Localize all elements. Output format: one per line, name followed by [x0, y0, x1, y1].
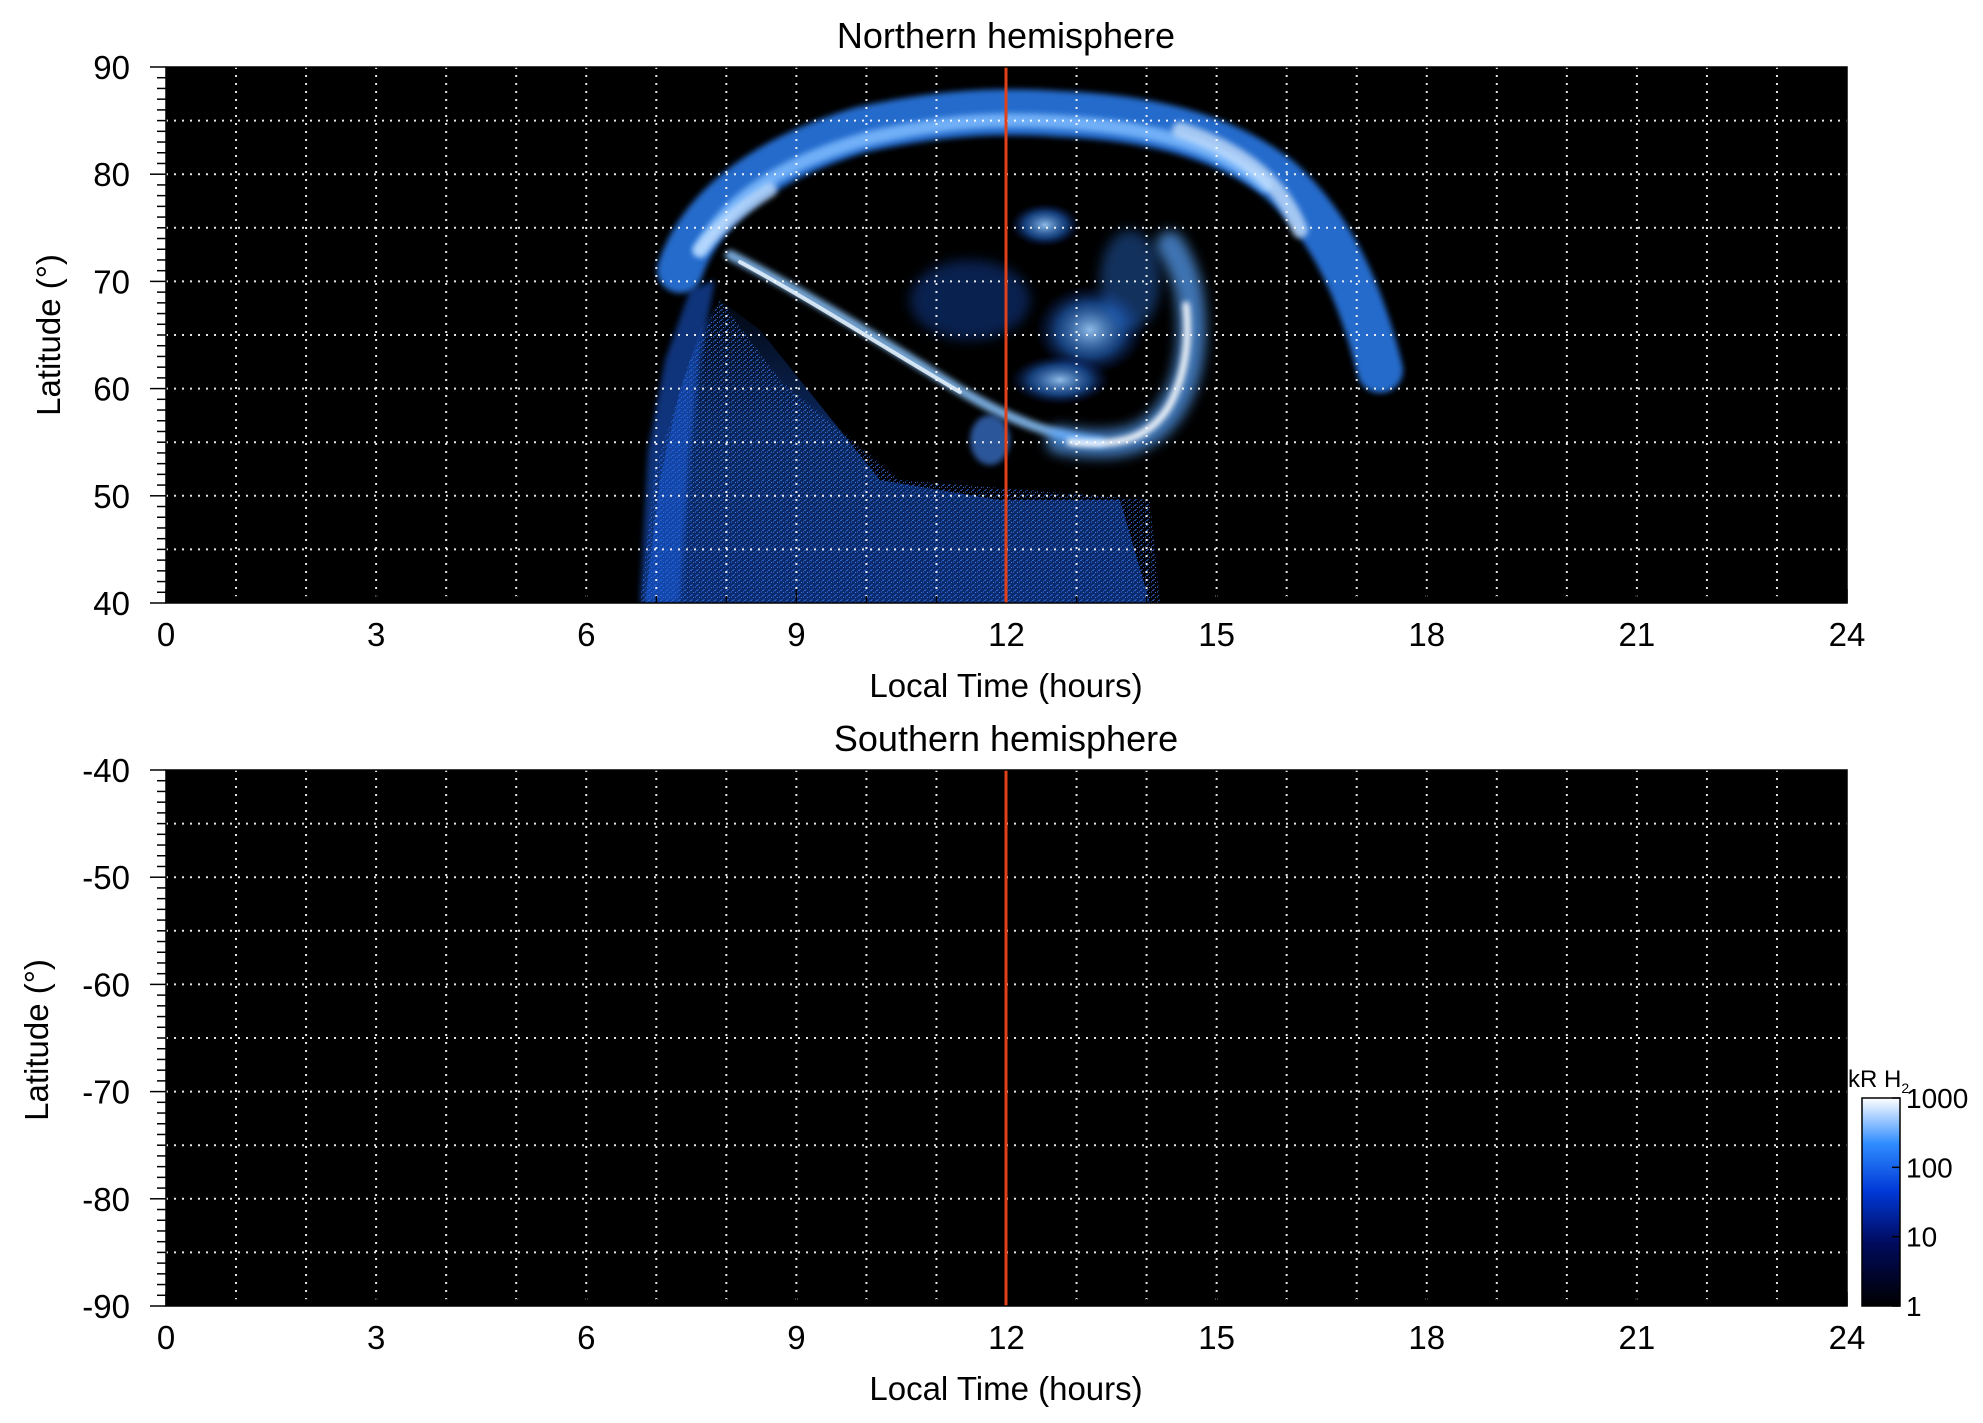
y-tick-label: -40: [82, 752, 130, 789]
y-tick-label: -60: [82, 966, 130, 1003]
southern-title: Southern hemisphere: [834, 718, 1178, 759]
y-tick-label: -50: [82, 859, 130, 896]
x-tick-label: 9: [787, 616, 805, 653]
y-tick-label: -90: [82, 1288, 130, 1325]
x-tick-label: 3: [367, 1319, 385, 1356]
x-tick-label: 0: [157, 1319, 175, 1356]
x-tick-label: 6: [577, 1319, 595, 1356]
colorbar-tick-label: 100: [1906, 1152, 1953, 1183]
y-tick-label: 60: [93, 371, 130, 408]
dawn-oval-bright: [693, 183, 777, 257]
patch-4: [910, 260, 1030, 340]
patch-1: [1010, 203, 1080, 247]
diagonal-arc: [725, 250, 1105, 447]
patch-5: [1100, 230, 1160, 330]
x-tick-label: 0: [157, 616, 175, 653]
southern-frame: [165, 769, 1848, 1307]
southern-y-axis-label: Latitude (°): [18, 959, 55, 1121]
y-tick-label: 50: [93, 478, 130, 515]
x-tick-label: 9: [787, 1319, 805, 1356]
x-tick-label: 15: [1198, 616, 1235, 653]
y-tick-label: -80: [82, 1181, 130, 1218]
southern-panel: Southern hemisphere 0 3 6 9 12 15 18 21 24 -40 -50…: [18, 718, 1865, 1407]
colorbar: kR H2 1000 100 10 1: [1848, 1066, 1968, 1322]
bright-hook-core: [1066, 301, 1191, 447]
dusk-oval-bright: [1172, 122, 1308, 238]
dawn-limb: [640, 280, 715, 603]
y-tick-label: 40: [93, 585, 130, 622]
northern-title: Northern hemisphere: [837, 15, 1175, 56]
x-tick-label: 18: [1408, 1319, 1445, 1356]
southern-ticks: 0 3 6 9 12 15 18 21 24 -40 -50 -60 -70 -80 -90: [82, 752, 1865, 1356]
x-tick-label: 15: [1198, 1319, 1235, 1356]
northern-frame: [165, 66, 1848, 604]
y-tick-label: 70: [93, 263, 130, 300]
x-tick-label: 21: [1619, 616, 1656, 653]
patch-3: [1010, 355, 1110, 405]
aurora-emission: [640, 89, 1403, 603]
x-tick-label: 12: [988, 616, 1025, 653]
dawn-noise-region: [640, 300, 1160, 603]
colorbar-tick-label: 1: [1906, 1291, 1922, 1322]
northern-panel: Northern hemisphere: [30, 15, 1865, 704]
outer-oval-arc-core: [693, 113, 1272, 257]
colorbar-tick-label: 10: [1906, 1222, 1937, 1253]
outer-oval-arc: [657, 89, 1403, 393]
northern-ticks: 0 3 6 9 12 15 18 21 24 90 80 70 60 50 40: [93, 49, 1865, 653]
x-tick-label: 12: [988, 1319, 1025, 1356]
southern-x-axis-label: Local Time (hours): [869, 1370, 1142, 1407]
y-tick-label: 80: [93, 156, 130, 193]
colorbar-tick-label: 1000: [1906, 1083, 1968, 1114]
colorbar-gradient: [1861, 1097, 1901, 1307]
x-tick-label: 21: [1619, 1319, 1656, 1356]
y-tick-label: 90: [93, 49, 130, 86]
patch-6: [970, 415, 1010, 465]
x-tick-label: 18: [1408, 616, 1445, 653]
colorbar-ticks: 1000 100 10 1: [1892, 1083, 1968, 1322]
x-tick-label: 3: [367, 616, 385, 653]
x-tick-label: 24: [1829, 1319, 1866, 1356]
colorbar-label: kR H2: [1848, 1066, 1909, 1096]
x-tick-label: 24: [1829, 616, 1866, 653]
x-tick-label: 6: [577, 616, 595, 653]
diagonal-arc-core: [738, 260, 962, 394]
y-tick-label: -70: [82, 1074, 130, 1111]
northern-x-axis-label: Local Time (hours): [869, 667, 1142, 704]
northern-y-axis-label: Latitude (°): [30, 254, 67, 416]
northern-grid: [166, 67, 1847, 603]
